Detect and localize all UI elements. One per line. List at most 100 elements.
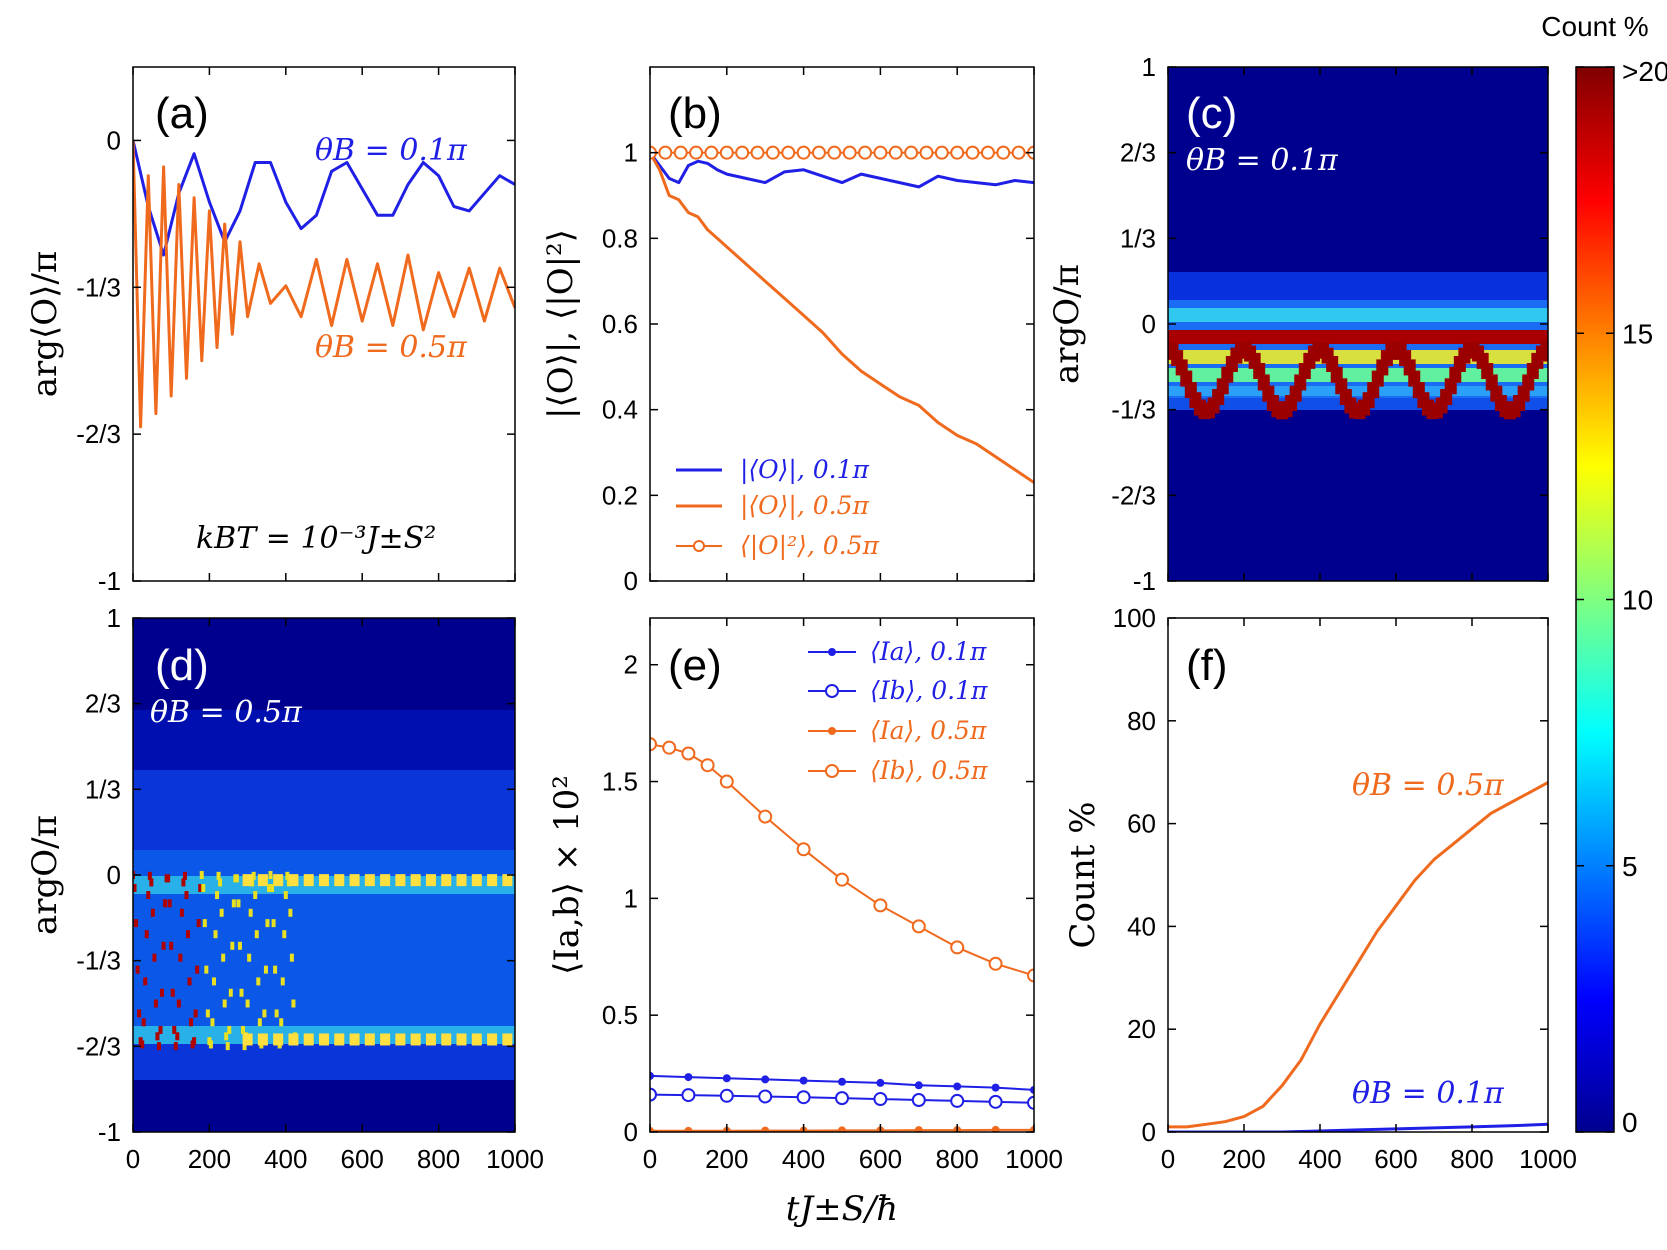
marker-e-1-10 — [1027, 1095, 1034, 1110]
xtick-label-d-5: 1000 — [486, 1144, 544, 1174]
marker-e-1-5 — [835, 1091, 849, 1106]
heatmap-d-ridge-cell — [268, 871, 273, 879]
heatmap-d-ridge-cell — [170, 988, 175, 997]
marker-e-2-3 — [761, 1126, 770, 1132]
series-b-0 — [650, 151, 1034, 189]
ytick-label-a-3: 0 — [107, 125, 121, 155]
heatmap-d-ridge-cell — [169, 941, 174, 950]
marker-e-3-0 — [650, 737, 657, 752]
series-b-1 — [650, 151, 1034, 484]
marker-e-3-7 — [835, 872, 849, 887]
heatmap-d-ridge-cell — [179, 908, 184, 917]
heatmap-d-band-cell-bottom — [380, 1033, 391, 1046]
heatmap-d-ridge-cell — [184, 891, 189, 900]
ytick-label-e-4: 2 — [624, 650, 638, 680]
annotation-c-theta: θB = 0.1π — [1186, 143, 1339, 178]
marker-b-2-10 — [796, 145, 811, 160]
legend-b-item-0: |⟨O⟩|, 0.1π — [740, 455, 870, 485]
ytick-label-c-1: -2/3 — [1111, 480, 1156, 510]
marker-e-1-4 — [796, 1090, 811, 1105]
heatmap-d-ridge-cell — [134, 919, 139, 928]
heatmap-d-band-cell-top — [257, 874, 268, 887]
ylabel-a: arg⟨O⟩/π — [25, 251, 65, 398]
ytick-label-e-3: 1.5 — [602, 767, 638, 797]
ytick-label-d-5: 2/3 — [85, 689, 121, 719]
marker-e-0-1 — [684, 1073, 693, 1082]
heatmap-d-ridge-cell — [172, 1025, 177, 1034]
heatmap-d-ridge-cell — [222, 999, 227, 1008]
marker-b-2-16 — [888, 145, 903, 160]
heatmap-d-ridge-cell — [135, 965, 140, 974]
heatmap-d-ridge-cell — [140, 1040, 145, 1049]
heatmap-d-ridge-cell — [280, 977, 285, 986]
heatmap-d-ridge-cell — [143, 977, 148, 986]
heatmap-d-band-cell-bottom — [273, 1033, 284, 1046]
heatmap-d-band-cell-top — [288, 874, 299, 887]
marker-e-3-11 — [988, 956, 1003, 971]
heatmap-c-ridge-cell — [1540, 341, 1548, 358]
ylabel-b: |⟨O⟩|, ⟨|O|²⟩ — [541, 229, 581, 419]
ytick-label-c-5: 2/3 — [1120, 138, 1156, 168]
marker-e-2-0 — [650, 1126, 654, 1132]
heatmap-d-ridge-cell — [201, 884, 206, 893]
heatmap-d-ridge-cell — [133, 884, 137, 893]
marker-e-0-6 — [876, 1078, 885, 1087]
panel-label-e: (e) — [668, 641, 722, 690]
heatmap-d-band-cell-bottom — [410, 1033, 421, 1046]
heatmap-d-ridge-cell — [156, 1042, 161, 1051]
xtick-label-f-4: 800 — [1450, 1144, 1493, 1174]
marker-e-3-6 — [796, 842, 811, 857]
marker-b-2-7 — [750, 145, 765, 160]
heatmap-d-ridge-cell — [178, 953, 183, 962]
xtick-label-e-3: 600 — [859, 1144, 902, 1174]
heatmap-d-band-cell-top — [410, 874, 421, 887]
heatmap-d-ridge-cell — [204, 965, 209, 974]
ytick-label-a-2: -1/3 — [76, 272, 121, 302]
heatmap-d-ridge-cell — [215, 891, 220, 900]
colorbar-tick-label-4: >20 — [1622, 56, 1667, 87]
marker-e-0-9 — [991, 1083, 1000, 1092]
heatmap-d-ridge-cell — [257, 1018, 262, 1027]
heatmap-d-ridge-cell — [224, 1032, 229, 1041]
heatmap-d-ridge-cell — [265, 919, 270, 928]
ytick-label-f-1: 20 — [1127, 1014, 1156, 1044]
ytick-label-d-2: -1/3 — [76, 946, 121, 976]
legend-b-marker-2 — [693, 540, 705, 552]
legend-e-item-0: ⟨Ia⟩, 0.1π — [870, 637, 987, 666]
ytick-label-d-6: 1 — [107, 603, 121, 633]
ytick-label-e-0: 0 — [624, 1117, 638, 1147]
heatmap-d-band-cell-bottom — [441, 1033, 452, 1046]
heatmap-d-ridge-cell — [158, 1025, 163, 1034]
heatmap-d-band-cell-top — [456, 874, 467, 887]
heatmap-d-band-cell-top — [425, 874, 436, 887]
ytick-label-d-0: -1 — [98, 1117, 121, 1147]
annotation-a-temperature: kBT = 10⁻³J±S² — [196, 521, 436, 556]
heatmap-d-band-cell-top — [502, 874, 513, 887]
ytick-label-b-5: 1 — [624, 138, 638, 168]
panel-d-ridge-group — [133, 871, 513, 1051]
ytick-label-a-0: -1 — [98, 566, 121, 596]
heatmap-d-ridge-cell — [256, 977, 261, 986]
heatmap-d-ridge-cell — [175, 1032, 180, 1041]
xtick-label-e-0: 0 — [643, 1144, 657, 1174]
marker-b-2-2 — [673, 145, 688, 160]
marker-b-2-20 — [950, 145, 965, 160]
heatmap-d-ridge-cell — [196, 919, 201, 928]
ytick-label-d-3: 0 — [107, 860, 121, 890]
ylabel-d: argO/π — [25, 815, 65, 935]
series-f-1 — [1168, 1122, 1548, 1132]
marker-b-2-13 — [842, 145, 857, 160]
marker-e-2-1 — [684, 1126, 693, 1132]
heatmap-d-ridge-cell — [182, 871, 187, 880]
xtick-label-f-1: 200 — [1222, 1144, 1265, 1174]
xtick-label-d-4: 800 — [417, 1144, 460, 1174]
heatmap-d-ridge-cell — [266, 884, 271, 893]
ytick-label-c-0: -1 — [1133, 566, 1156, 596]
ytick-label-a-1: -2/3 — [76, 419, 121, 449]
heatmap-d-ridge-cell — [152, 953, 157, 962]
panel-f-frame — [1167, 617, 1549, 1133]
heatmap-d-ridge-cell — [291, 999, 296, 1008]
heatmap-d-band-cell-bottom — [288, 1033, 299, 1046]
marker-e-1-6 — [873, 1092, 888, 1107]
xtick-label-f-2: 400 — [1298, 1144, 1341, 1174]
